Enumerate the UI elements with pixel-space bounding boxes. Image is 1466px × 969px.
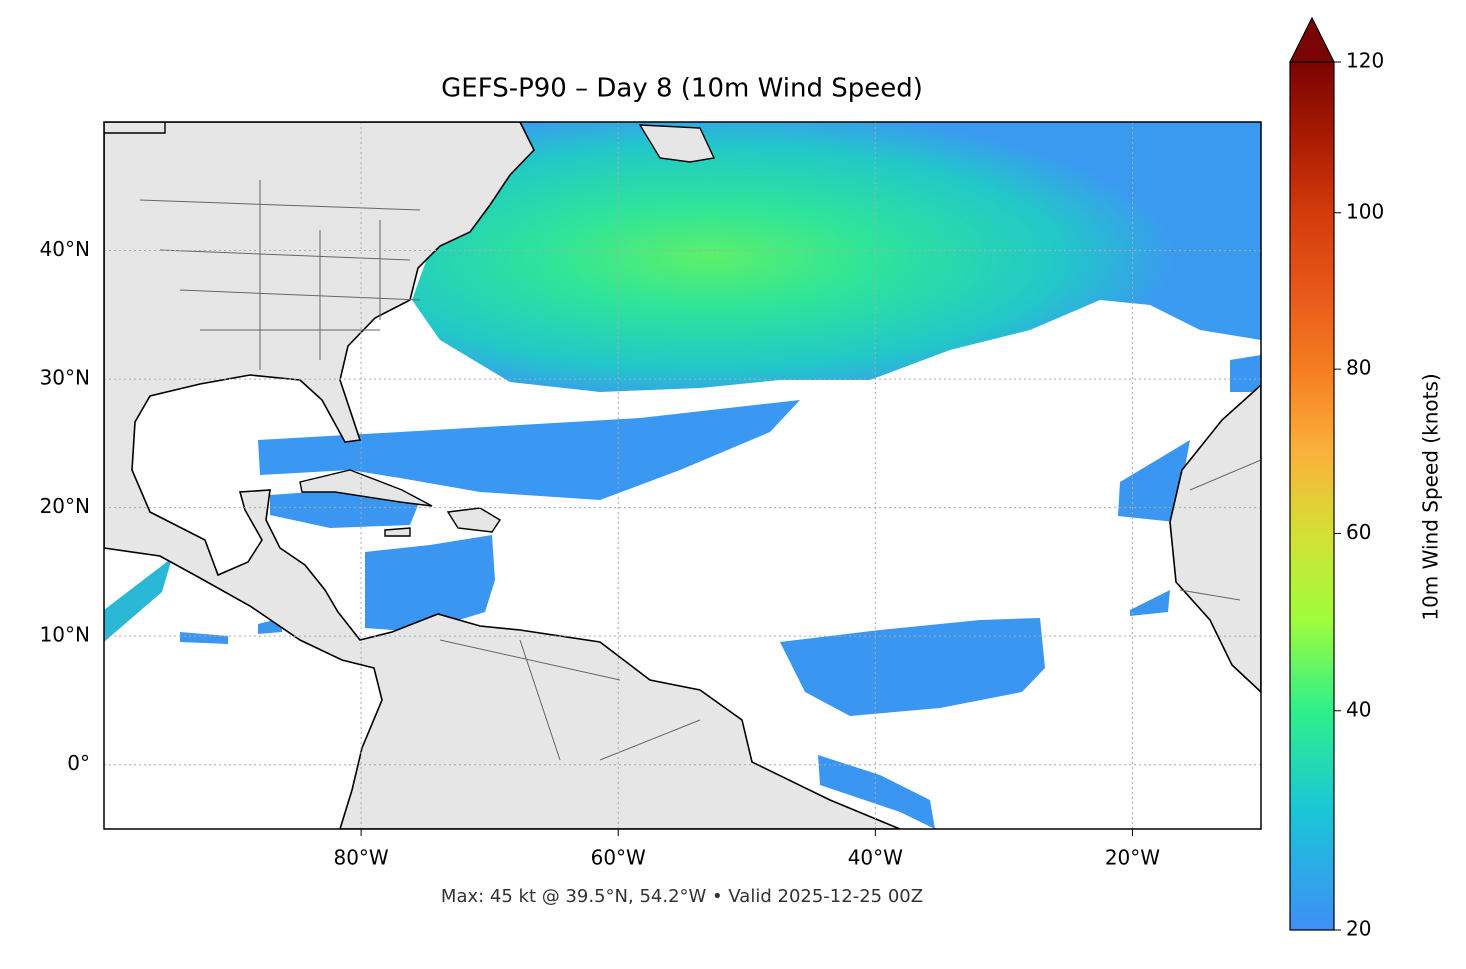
colorbar-label: 10m Wind Speed (knots)	[1419, 373, 1443, 620]
y-tick-label: 10°N	[40, 623, 90, 647]
footer-note: Max: 45 kt @ 39.5°N, 54.2°W • Valid 2025…	[441, 886, 923, 907]
colorbar-tick-label: 40	[1346, 697, 1371, 721]
x-tick-label: 20°W	[1105, 846, 1160, 870]
y-tick-label: 20°N	[40, 494, 90, 518]
x-tick-label: 40°W	[848, 846, 903, 870]
colorbar-tick-label: 80	[1346, 356, 1371, 380]
wind-field	[1118, 440, 1190, 522]
x-tick-label: 60°W	[591, 846, 646, 870]
wind-field	[412, 122, 1261, 392]
y-tick-label: 0°	[67, 751, 90, 775]
borders	[139, 180, 1261, 761]
map-frame	[103, 121, 1262, 830]
wind-field	[818, 755, 935, 829]
island	[299, 469, 433, 507]
colorbar-tick-label: 100	[1346, 199, 1384, 223]
wind-field	[104, 558, 172, 642]
colorbar-extend	[1289, 16, 1335, 63]
island	[638, 124, 716, 163]
y-tick-label: 40°N	[40, 237, 90, 261]
wind-field	[1230, 355, 1261, 392]
x-tick-label: 80°W	[333, 846, 388, 870]
wind-field	[365, 535, 495, 632]
wind-field	[1130, 590, 1170, 616]
island	[446, 507, 501, 533]
y-tick-label: 30°N	[40, 366, 90, 390]
land	[1169, 383, 1261, 694]
colorbar-tick-label: 20	[1346, 917, 1371, 941]
map-title: GEFS-P90 – Day 8 (10m Wind Speed)	[441, 74, 923, 104]
map-area	[104, 122, 1261, 829]
colorbar	[1289, 61, 1335, 931]
island	[384, 527, 411, 537]
island	[104, 122, 166, 134]
wind-field	[258, 400, 800, 500]
wind-field	[780, 618, 1045, 716]
colorbar-tick-label: 60	[1346, 520, 1371, 544]
colorbar-tick-label: 120	[1346, 49, 1384, 73]
